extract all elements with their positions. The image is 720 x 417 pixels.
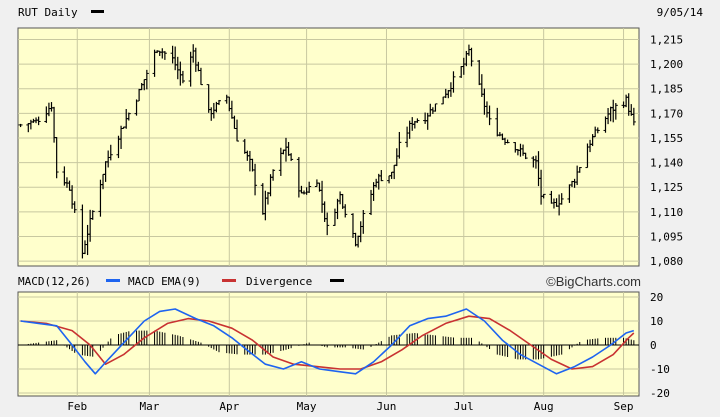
symbol-label: RUT Daily bbox=[18, 6, 78, 19]
x-tick-label: Sep bbox=[614, 400, 634, 413]
price-tick-label: 1,170 bbox=[650, 107, 683, 120]
x-tick-label: Mar bbox=[139, 400, 159, 413]
divergence-legend-label: Divergence bbox=[246, 275, 312, 288]
x-tick-label: Jul bbox=[454, 400, 474, 413]
price-tick-label: 1,200 bbox=[650, 58, 683, 71]
macd-tick-label: -10 bbox=[650, 363, 670, 376]
macd-y-axis: 20 10 0 -10 -20 bbox=[650, 291, 670, 400]
x-tick-label: Aug bbox=[534, 400, 554, 413]
price-tick-label: 1,215 bbox=[650, 33, 683, 46]
macd-tick-label: 10 bbox=[650, 315, 663, 328]
macd-legend-swatch bbox=[106, 279, 120, 282]
macd-legend: MACD(12,26) MACD EMA(9) Divergence bbox=[18, 275, 344, 288]
macd-ema-line bbox=[20, 315, 635, 370]
x-axis: Feb Mar Apr May Jun Jul Aug Sep bbox=[67, 400, 633, 413]
macd-lines bbox=[20, 308, 635, 375]
price-tick-label: 1,140 bbox=[650, 157, 683, 170]
branding: ©BigCharts.com bbox=[546, 274, 641, 289]
macd-tick-label: 0 bbox=[650, 339, 657, 352]
x-tick-label: Apr bbox=[219, 400, 239, 413]
x-tick-label: Feb bbox=[67, 400, 87, 413]
macd-line bbox=[20, 308, 635, 375]
divergence-bars bbox=[27, 330, 635, 360]
price-bars bbox=[18, 44, 636, 259]
macd-legend-label: MACD(12,26) bbox=[18, 275, 91, 288]
macd-tick-label: 20 bbox=[650, 291, 663, 304]
macd-grid bbox=[18, 292, 639, 396]
legend-dash-icon bbox=[91, 10, 104, 13]
ema-legend-label: MACD EMA(9) bbox=[128, 275, 201, 288]
price-tick-label: 1,080 bbox=[650, 255, 683, 268]
ema-legend-swatch bbox=[222, 279, 236, 282]
price-tick-label: 1,185 bbox=[650, 83, 683, 96]
price-tick-label: 1,110 bbox=[650, 206, 683, 219]
price-tick-label: 1,155 bbox=[650, 132, 683, 145]
macd-tick-label: -20 bbox=[650, 387, 670, 400]
x-tick-label: Jun bbox=[377, 400, 397, 413]
x-tick-label: May bbox=[297, 400, 317, 413]
date-label: 9/05/14 bbox=[657, 6, 704, 19]
price-tick-label: 1,125 bbox=[650, 181, 683, 194]
price-y-axis: 1,080 1,095 1,110 1,125 1,140 1,155 1,170 1,185… bbox=[650, 33, 683, 268]
price-tick-label: 1,095 bbox=[650, 230, 683, 243]
divergence-legend-swatch bbox=[330, 279, 344, 282]
